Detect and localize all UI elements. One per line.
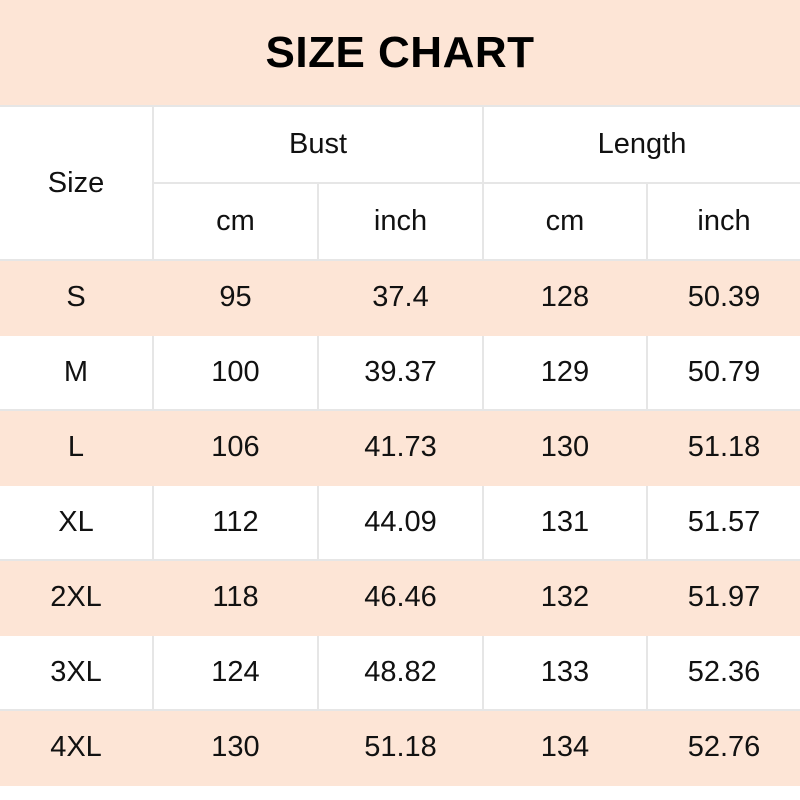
table-row: 4XL 130 51.18 134 52.76: [0, 709, 800, 786]
value-cell: 131: [482, 484, 648, 561]
value-cell: 118: [152, 559, 319, 636]
value-cell: 133: [482, 634, 648, 711]
value-cell: 95: [152, 259, 319, 336]
length-header: Length: [481, 105, 800, 184]
value-cell: 51.18: [317, 709, 484, 786]
value-cell: 106: [152, 409, 319, 486]
unit-header: inch: [317, 182, 484, 261]
value-cell: 52.76: [645, 709, 800, 786]
value-cell: 50.39: [645, 259, 800, 336]
size-cell: M: [0, 334, 154, 411]
value-cell: 50.79: [645, 334, 800, 411]
unit-header: cm: [482, 182, 648, 261]
value-cell: 52.36: [645, 634, 800, 711]
value-cell: 44.09: [317, 484, 484, 561]
value-cell: 51.97: [645, 559, 800, 636]
table-row: XL 112 44.09 131 51.57: [0, 484, 800, 561]
unit-header: cm: [153, 182, 319, 261]
size-cell: 2XL: [0, 559, 154, 636]
value-cell: 48.82: [317, 634, 484, 711]
value-cell: 124: [152, 634, 319, 711]
table-row: 3XL 124 48.82 133 52.36: [0, 634, 800, 711]
value-cell: 100: [152, 334, 319, 411]
value-cell: 37.4: [317, 259, 484, 336]
unit-row: cm inch cm inch: [0, 182, 800, 261]
value-cell: 129: [482, 334, 648, 411]
value-cell: 41.73: [317, 409, 484, 486]
table-row: S 95 37.4 128 50.39: [0, 259, 800, 336]
size-cell: S: [0, 259, 154, 336]
size-cell: 3XL: [0, 634, 154, 711]
value-cell: 39.37: [317, 334, 484, 411]
value-cell: 51.57: [645, 484, 800, 561]
size-cell: L: [0, 409, 154, 486]
value-cell: 132: [482, 559, 648, 636]
header-row: Size Bust Length: [0, 105, 800, 261]
bust-header: Bust: [152, 105, 484, 184]
value-cell: 130: [152, 709, 319, 786]
size-cell: 4XL: [0, 709, 154, 786]
size-table: Size Bust Length cm inch cm inch S 95 37.4…: [0, 105, 800, 786]
value-cell: 134: [482, 709, 648, 786]
table-row: L 106 41.73 130 51.18: [0, 409, 800, 486]
value-cell: 128: [482, 259, 648, 336]
table-row: M 100 39.37 129 50.79: [0, 334, 800, 411]
value-cell: 51.18: [645, 409, 800, 486]
value-cell: 46.46: [317, 559, 484, 636]
value-cell: 130: [482, 409, 648, 486]
size-cell: XL: [0, 484, 154, 561]
table-row: 2XL 118 46.46 132 51.97: [0, 559, 800, 636]
size-header: Size: [0, 105, 154, 261]
page-title: SIZE CHART: [0, 0, 800, 106]
unit-header: inch: [645, 182, 800, 261]
value-cell: 112: [152, 484, 319, 561]
